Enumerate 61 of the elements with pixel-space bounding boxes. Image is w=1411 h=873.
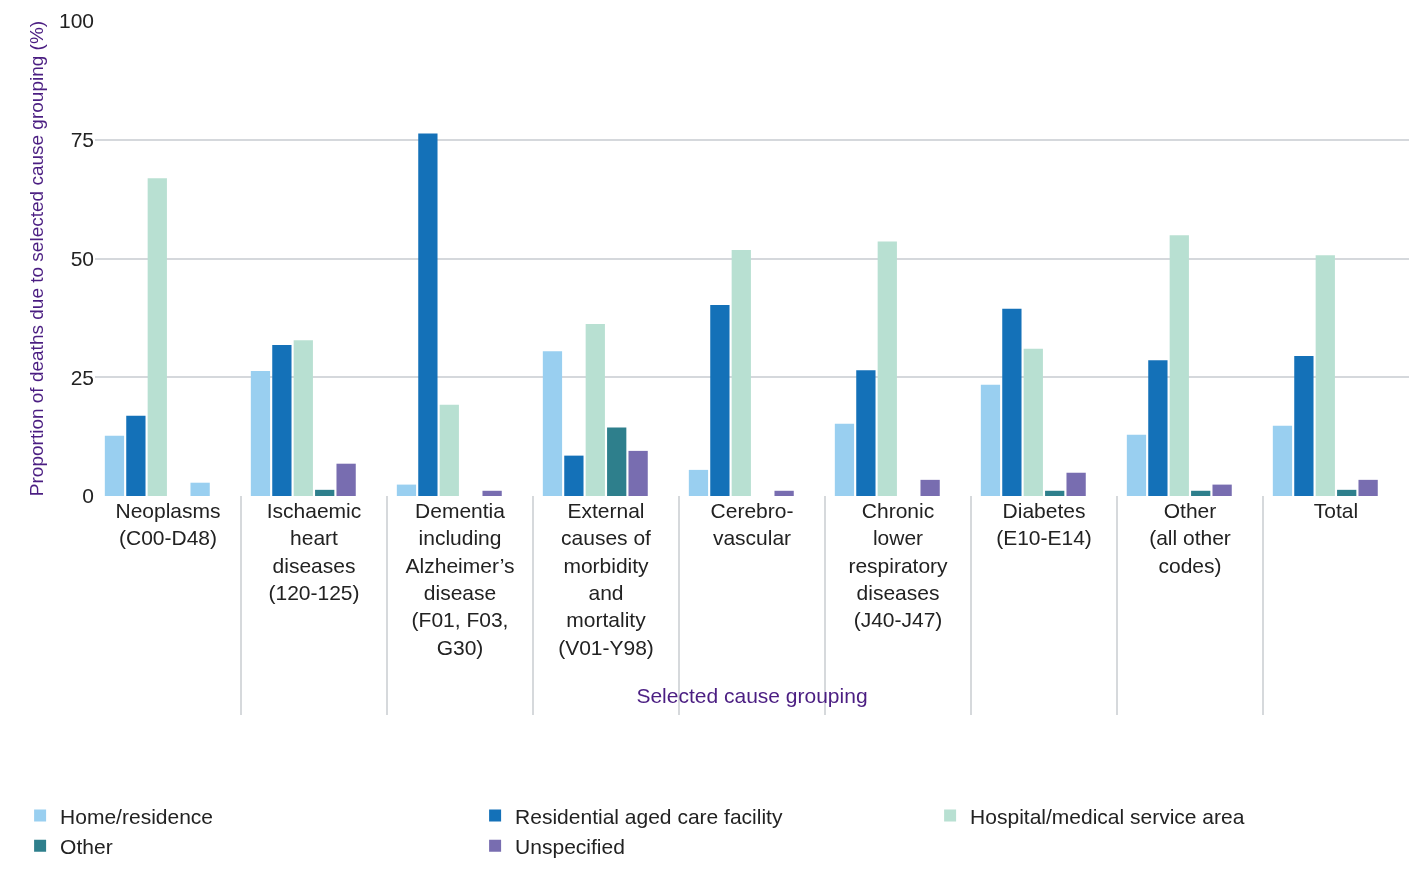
x-tick-label: Neoplasms (C00-D48) [115, 499, 221, 550]
x-tick-label: Cerebro-vascular [710, 499, 794, 550]
bar [774, 490, 794, 496]
bar [877, 241, 897, 496]
legend-label: Home/residence [60, 804, 214, 828]
bar [1066, 472, 1086, 496]
bar [439, 404, 459, 496]
bar [688, 469, 709, 496]
bar [315, 489, 335, 496]
legend-label: Residential aged care facility [515, 804, 783, 828]
bar [1148, 360, 1168, 496]
bar [1023, 348, 1043, 496]
bar [147, 178, 167, 496]
bar [104, 435, 125, 496]
bar [1045, 490, 1065, 496]
y-tick-label: 75 [70, 128, 94, 152]
bar [1169, 235, 1189, 496]
bar [607, 427, 627, 496]
y-tick-label: 50 [70, 246, 94, 270]
bar [585, 324, 605, 496]
x-tick-label: Other (all other codes) [1149, 499, 1231, 577]
bar [731, 249, 751, 496]
bar [1337, 489, 1357, 496]
bar [396, 484, 417, 496]
x-tick-label: Chronic lower respiratory diseases (J40-J47) [848, 499, 949, 632]
bar [542, 351, 563, 496]
x-tick-label: Diabetes (E10-E14) [996, 499, 1092, 550]
bar [856, 370, 876, 496]
y-tick-label: 0 [82, 484, 94, 508]
bar [293, 340, 313, 496]
bar [1212, 484, 1232, 496]
bar [272, 344, 292, 496]
x-tick-label: Ischaemic heart diseases (120-125) [266, 499, 362, 604]
y-axis-title: Proportion of deaths due to selected cause grouping (%) [25, 20, 47, 497]
bar [834, 423, 855, 496]
x-axis-title: Selected cause grouping [636, 683, 868, 707]
bar [628, 450, 648, 496]
bar [920, 479, 940, 496]
bar [1358, 479, 1378, 496]
bar [336, 463, 356, 496]
bar [418, 133, 438, 496]
bar [980, 384, 1001, 496]
bar [1272, 425, 1293, 496]
x-tick-label: Dementia including Alzheimer’s disease (F01, F03, G30) [405, 499, 515, 659]
bar [564, 455, 584, 496]
y-tick-label: 100 [58, 9, 94, 33]
bar [250, 371, 271, 496]
bar [1294, 355, 1314, 496]
bar [710, 305, 730, 496]
bar [126, 415, 146, 496]
legend-label: Hospital/medical service area [970, 804, 1245, 828]
legend-label: Unspecified [515, 834, 625, 858]
y-tick-label: 25 [70, 365, 94, 389]
x-tick-label: Total [1313, 499, 1359, 522]
bar [1002, 308, 1022, 496]
bar [1191, 490, 1211, 496]
x-tick-label: External causes of morbidity and mortality (V01-Y98) [558, 499, 654, 659]
bar [482, 490, 502, 496]
legend-label: Other [60, 834, 113, 858]
bar [1315, 255, 1335, 496]
bar [1126, 434, 1147, 496]
